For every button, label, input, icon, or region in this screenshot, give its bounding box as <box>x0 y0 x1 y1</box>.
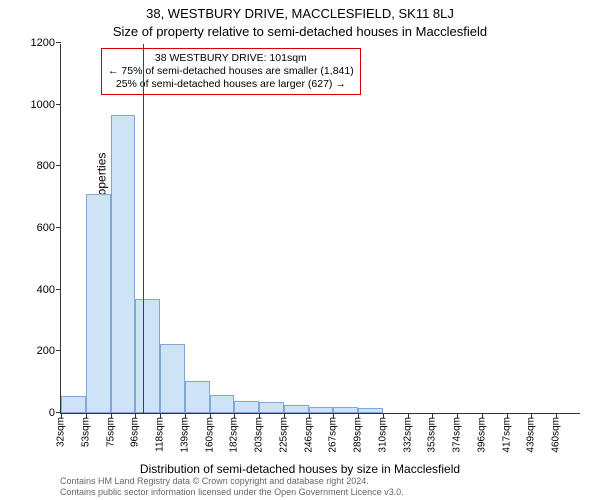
x-tick-label: 374sqm <box>452 417 463 453</box>
x-tick-label: 75sqm <box>105 417 116 447</box>
y-tick-label: 1200 <box>31 37 55 49</box>
x-tick-label: 53sqm <box>80 417 91 447</box>
chart-container: 38, WESTBURY DRIVE, MACCLESFIELD, SK11 8… <box>0 0 600 500</box>
y-tick-mark <box>56 42 61 43</box>
x-tick-label: 118sqm <box>155 417 166 452</box>
x-tick-label: 460sqm <box>551 417 562 453</box>
x-axis-label: Distribution of semi-detached houses by … <box>0 462 600 476</box>
histogram-bar <box>333 407 358 413</box>
plot-area: 38 WESTBURY DRIVE: 101sqm ← 75% of semi-… <box>60 44 580 414</box>
histogram-bar <box>309 407 334 413</box>
histogram-bar <box>259 402 284 413</box>
x-tick-label: 289sqm <box>353 417 364 453</box>
histogram-bar <box>135 299 160 413</box>
histogram-bar <box>284 405 309 413</box>
x-tick-label: 353sqm <box>427 417 438 453</box>
y-tick-mark <box>56 289 61 290</box>
histogram-bar <box>111 115 136 413</box>
x-tick-label: 246sqm <box>303 417 314 453</box>
y-tick-label: 600 <box>37 222 55 234</box>
y-tick-mark <box>56 165 61 166</box>
x-tick-label: 203sqm <box>254 417 265 453</box>
x-tick-label: 396sqm <box>476 417 487 453</box>
x-tick-label: 182sqm <box>229 417 240 453</box>
histogram-bar <box>185 381 210 413</box>
x-tick-label: 32sqm <box>56 417 67 447</box>
y-tick-mark <box>56 350 61 351</box>
x-tick-label: 417sqm <box>501 417 512 453</box>
x-tick-label: 160sqm <box>204 417 215 453</box>
x-tick-label: 225sqm <box>278 417 289 453</box>
footer-text: Contains HM Land Registry data © Crown c… <box>60 476 404 498</box>
y-tick-mark <box>56 104 61 105</box>
x-tick-label: 439sqm <box>526 417 537 453</box>
chart-title: 38, WESTBURY DRIVE, MACCLESFIELD, SK11 8… <box>0 6 600 21</box>
histogram-bar <box>210 395 235 414</box>
histogram-bar <box>160 344 185 413</box>
y-tick-label: 1000 <box>31 99 55 111</box>
x-tick-label: 267sqm <box>328 417 339 453</box>
histogram-bar <box>234 401 259 413</box>
histogram-bar <box>358 408 383 413</box>
x-tick-label: 310sqm <box>377 417 388 453</box>
y-tick-label: 0 <box>49 407 55 419</box>
annotation-line-1: 38 WESTBURY DRIVE: 101sqm <box>108 52 354 65</box>
y-tick-label: 400 <box>37 284 55 296</box>
reference-line <box>143 44 144 413</box>
histogram-bar <box>86 194 111 413</box>
footer-line-1: Contains HM Land Registry data © Crown c… <box>60 476 404 487</box>
x-tick-label: 139sqm <box>179 417 190 453</box>
footer-line-2: Contains public sector information licen… <box>60 487 404 498</box>
y-tick-label: 800 <box>37 160 55 172</box>
histogram-bar <box>61 396 86 413</box>
annotation-line-2: ← 75% of semi-detached houses are smalle… <box>108 65 354 78</box>
annotation-line-3: 25% of semi-detached houses are larger (… <box>108 78 354 91</box>
x-tick-label: 332sqm <box>402 417 413 453</box>
y-tick-label: 200 <box>37 345 55 357</box>
annotation-box: 38 WESTBURY DRIVE: 101sqm ← 75% of semi-… <box>101 48 361 95</box>
y-tick-mark <box>56 227 61 228</box>
chart-subtitle: Size of property relative to semi-detach… <box>0 24 600 39</box>
x-tick-label: 96sqm <box>130 417 141 447</box>
